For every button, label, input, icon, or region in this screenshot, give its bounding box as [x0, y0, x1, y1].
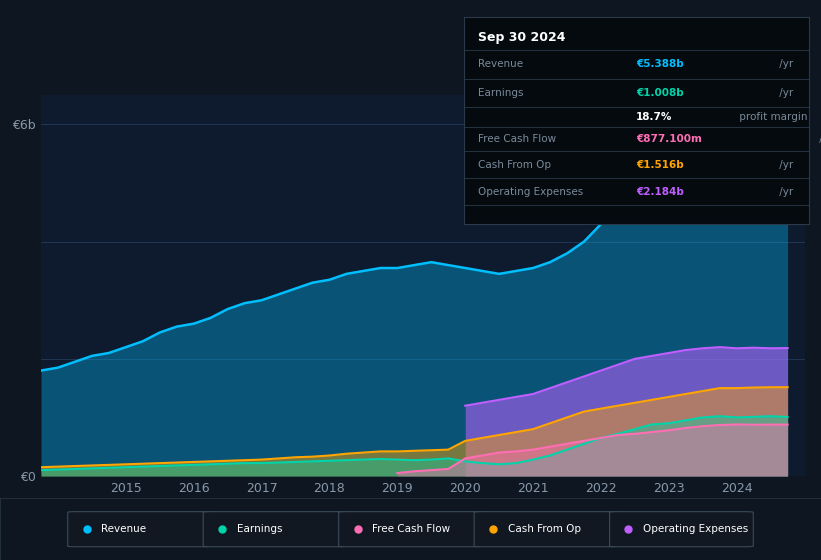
- Text: Cash From Op: Cash From Op: [507, 524, 580, 534]
- Text: 18.7%: 18.7%: [636, 112, 672, 122]
- Text: €877.100m: €877.100m: [636, 134, 702, 144]
- Text: Earnings: Earnings: [478, 88, 523, 98]
- Text: €1.008b: €1.008b: [636, 88, 684, 98]
- Text: profit margin: profit margin: [736, 112, 808, 122]
- Text: €1.516b: €1.516b: [636, 160, 684, 170]
- FancyBboxPatch shape: [67, 512, 212, 547]
- Text: Earnings: Earnings: [237, 524, 282, 534]
- Text: Operating Expenses: Operating Expenses: [644, 524, 749, 534]
- FancyBboxPatch shape: [609, 512, 754, 547]
- FancyBboxPatch shape: [203, 512, 346, 547]
- Text: Cash From Op: Cash From Op: [478, 160, 551, 170]
- Text: /yr: /yr: [777, 160, 794, 170]
- Text: Operating Expenses: Operating Expenses: [478, 187, 583, 197]
- FancyBboxPatch shape: [475, 512, 617, 547]
- Text: Free Cash Flow: Free Cash Flow: [478, 134, 556, 144]
- Text: /yr: /yr: [777, 59, 794, 69]
- Text: €2.184b: €2.184b: [636, 187, 684, 197]
- Text: /yr: /yr: [777, 88, 794, 98]
- Text: Revenue: Revenue: [478, 59, 523, 69]
- Text: €5.388b: €5.388b: [636, 59, 684, 69]
- Text: /yr: /yr: [816, 134, 821, 144]
- Text: Revenue: Revenue: [101, 524, 146, 534]
- Text: Free Cash Flow: Free Cash Flow: [373, 524, 451, 534]
- FancyBboxPatch shape: [338, 512, 482, 547]
- Text: Sep 30 2024: Sep 30 2024: [478, 31, 565, 44]
- Text: /yr: /yr: [777, 187, 794, 197]
